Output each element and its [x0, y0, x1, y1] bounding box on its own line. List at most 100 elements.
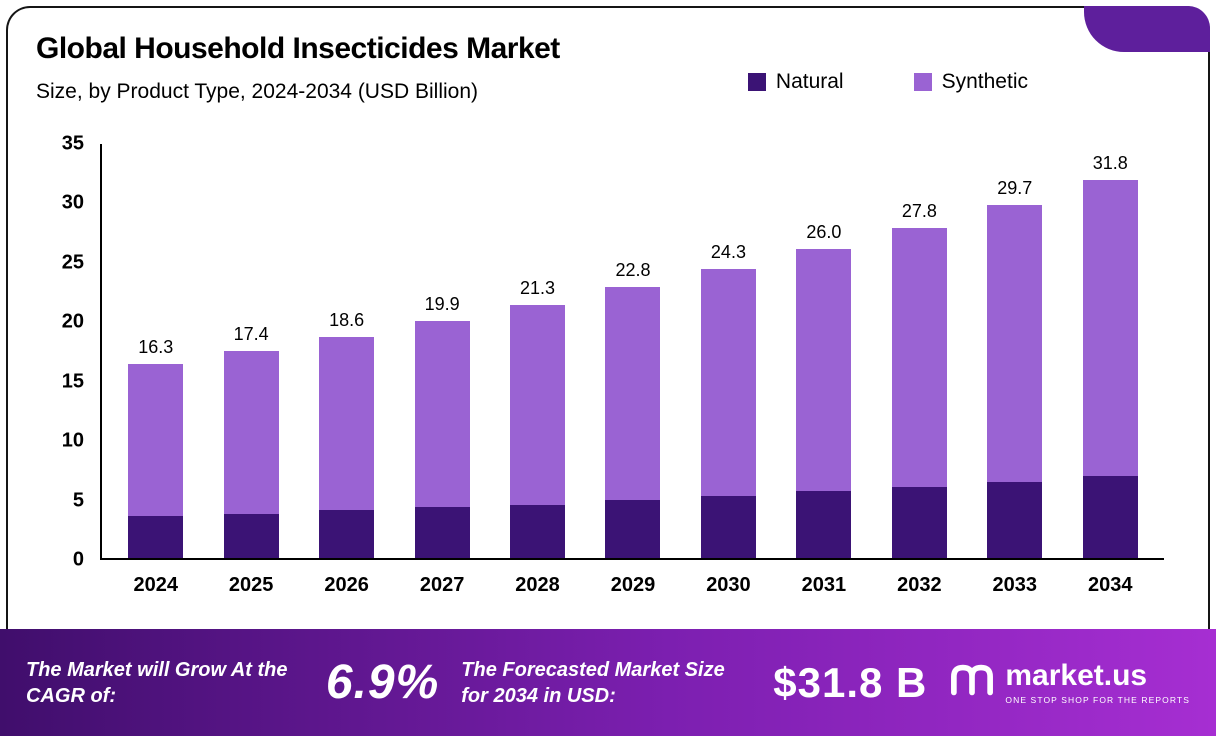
stacked-bar	[1082, 180, 1138, 558]
stacked-bar	[414, 321, 470, 558]
bar-column: 27.8	[872, 201, 967, 558]
cagr-value: 6.9%	[325, 656, 440, 709]
x-axis-row: 2024 2025 2026 2027 2028 2029 2030 2031 2032 2033…	[102, 574, 1164, 597]
bar-segment-synthetic	[510, 304, 566, 505]
page-title: Global Household Insecticides Market	[36, 32, 560, 65]
synthetic-swatch	[913, 73, 932, 91]
bar-segment-synthetic	[605, 287, 661, 500]
brand-text: market.us ONE STOP SHOP FOR THE REPORTS	[1005, 658, 1190, 705]
brand-name: market.us	[1005, 658, 1148, 692]
bar-column: 17.4	[203, 324, 298, 558]
bar-segment-synthetic	[1082, 180, 1138, 476]
y-tick-label: 30	[61, 191, 84, 214]
stacked-bar	[319, 336, 375, 558]
legend-item: Synthetic	[913, 70, 1028, 94]
chart-header: Global Household Insecticides Market Siz…	[36, 32, 1168, 104]
legend-item: Natural	[747, 70, 844, 94]
y-tick-label: 35	[61, 132, 84, 155]
brand-tagline: ONE STOP SHOP FOR THE REPORTS	[1005, 694, 1190, 705]
legend: Natural Synthetic	[747, 70, 1028, 94]
bar-segment-natural	[414, 506, 470, 558]
corner-decoration	[1084, 6, 1210, 52]
forecast-value: $31.8 B	[773, 658, 928, 706]
brand-logo: market.us ONE STOP SHOP FOR THE REPORTS	[949, 658, 1190, 705]
stacked-bar	[796, 248, 852, 558]
bar-segment-synthetic	[223, 351, 279, 515]
bar-segment-synthetic	[987, 205, 1043, 482]
y-tick-label: 20	[61, 310, 84, 333]
bar-total-label: 19.9	[424, 294, 460, 315]
bar-segment-synthetic	[128, 364, 184, 517]
plot-row: 0 5 10 15 20 25 30 35 16.3 17.4 18.6 19.9 21.3 22.8 2…	[36, 133, 1164, 571]
bar-total-label: 26.0	[806, 221, 842, 242]
bar-segment-natural	[987, 481, 1043, 558]
stacked-bar	[987, 205, 1043, 558]
y-tick-label: 5	[72, 489, 84, 512]
bar-column: 19.9	[394, 294, 489, 558]
x-tick-label: 2027	[419, 574, 465, 596]
stacked-bar	[128, 364, 184, 558]
bar-column: 16.3	[108, 337, 203, 558]
y-axis: 0 5 10 15 20 25 30 35	[36, 133, 100, 571]
bar-total-label: 18.6	[329, 309, 365, 330]
bar-total-label: 21.3	[520, 277, 556, 298]
bar-total-label: 29.7	[997, 178, 1033, 198]
y-tick-label: 10	[61, 429, 84, 452]
x-tick-label: 2030	[706, 574, 751, 596]
x-tick-label: 2033	[992, 574, 1038, 596]
bar-column: 18.6	[299, 310, 394, 558]
stacked-bar	[700, 269, 756, 558]
bar-chart: 0 5 10 15 20 25 30 35 16.3 17.4 18.6 19.9 21.3 22.8 2…	[36, 133, 1164, 597]
x-tick-label: 2025	[228, 574, 274, 596]
bar-segment-natural	[796, 491, 852, 558]
page-subtitle: Size, by Product Type, 2024-2034 (USD Bi…	[36, 80, 479, 103]
bar-segment-natural	[223, 514, 279, 558]
stacked-bar	[223, 351, 279, 558]
x-tick-label: 2029	[610, 574, 656, 596]
bar-segment-natural	[605, 499, 661, 558]
plot-area: 16.3 17.4 18.6 19.9 21.3 22.8 24.3 26.0 27.8 29.7…	[100, 144, 1164, 560]
bar-total-label: 27.8	[901, 200, 937, 221]
chart-card: Global Household Insecticides Market Siz…	[6, 6, 1210, 629]
bar-segment-natural	[319, 510, 375, 558]
y-tick-label: 15	[61, 370, 84, 393]
bar-column: 22.8	[585, 260, 680, 558]
x-tick-label: 2028	[515, 574, 560, 596]
bar-column: 21.3	[490, 278, 585, 558]
bar-segment-synthetic	[414, 321, 470, 507]
x-tick-label: 2024	[133, 574, 178, 596]
stacked-bar	[891, 227, 947, 558]
bar-segment-synthetic	[319, 336, 375, 511]
bar-segment-natural	[891, 486, 947, 558]
stacked-bar	[605, 287, 661, 558]
legend-label: Synthetic	[941, 70, 1028, 93]
cagr-label: The Market will Grow At the CAGR of:	[26, 658, 288, 707]
natural-swatch	[747, 73, 766, 91]
y-tick-label: 0	[72, 548, 84, 571]
y-tick-label: 25	[61, 251, 84, 274]
x-tick-label: 2031	[801, 574, 847, 596]
bar-total-label: 22.8	[615, 260, 651, 281]
bar-segment-natural	[128, 516, 184, 558]
bar-segment-synthetic	[700, 269, 756, 497]
x-tick-label: 2034	[1088, 574, 1133, 596]
x-tick-label: 2032	[897, 574, 942, 596]
bar-segment-synthetic	[891, 227, 947, 487]
bar-total-label: 17.4	[233, 324, 269, 345]
bar-column: 29.7	[967, 178, 1062, 558]
bar-total-label: 24.3	[710, 242, 746, 263]
bar-segment-natural	[700, 496, 756, 558]
bar-total-label: 31.8	[1092, 153, 1128, 174]
market-us-icon	[949, 663, 995, 702]
legend-label: Natural	[775, 70, 844, 93]
bar-segment-synthetic	[796, 248, 852, 492]
stacked-bar	[510, 304, 566, 558]
bar-total-label: 16.3	[138, 337, 174, 358]
bar-segment-natural	[510, 504, 566, 558]
bar-column: 26.0	[776, 222, 871, 558]
bar-segment-natural	[1082, 476, 1138, 558]
bar-column: 24.3	[681, 242, 776, 558]
footer-banner: The Market will Grow At the CAGR of: 6.9…	[0, 629, 1216, 736]
forecast-label: The Forecasted Market Size for 2034 in U…	[461, 658, 725, 707]
x-tick-label: 2026	[324, 574, 369, 596]
